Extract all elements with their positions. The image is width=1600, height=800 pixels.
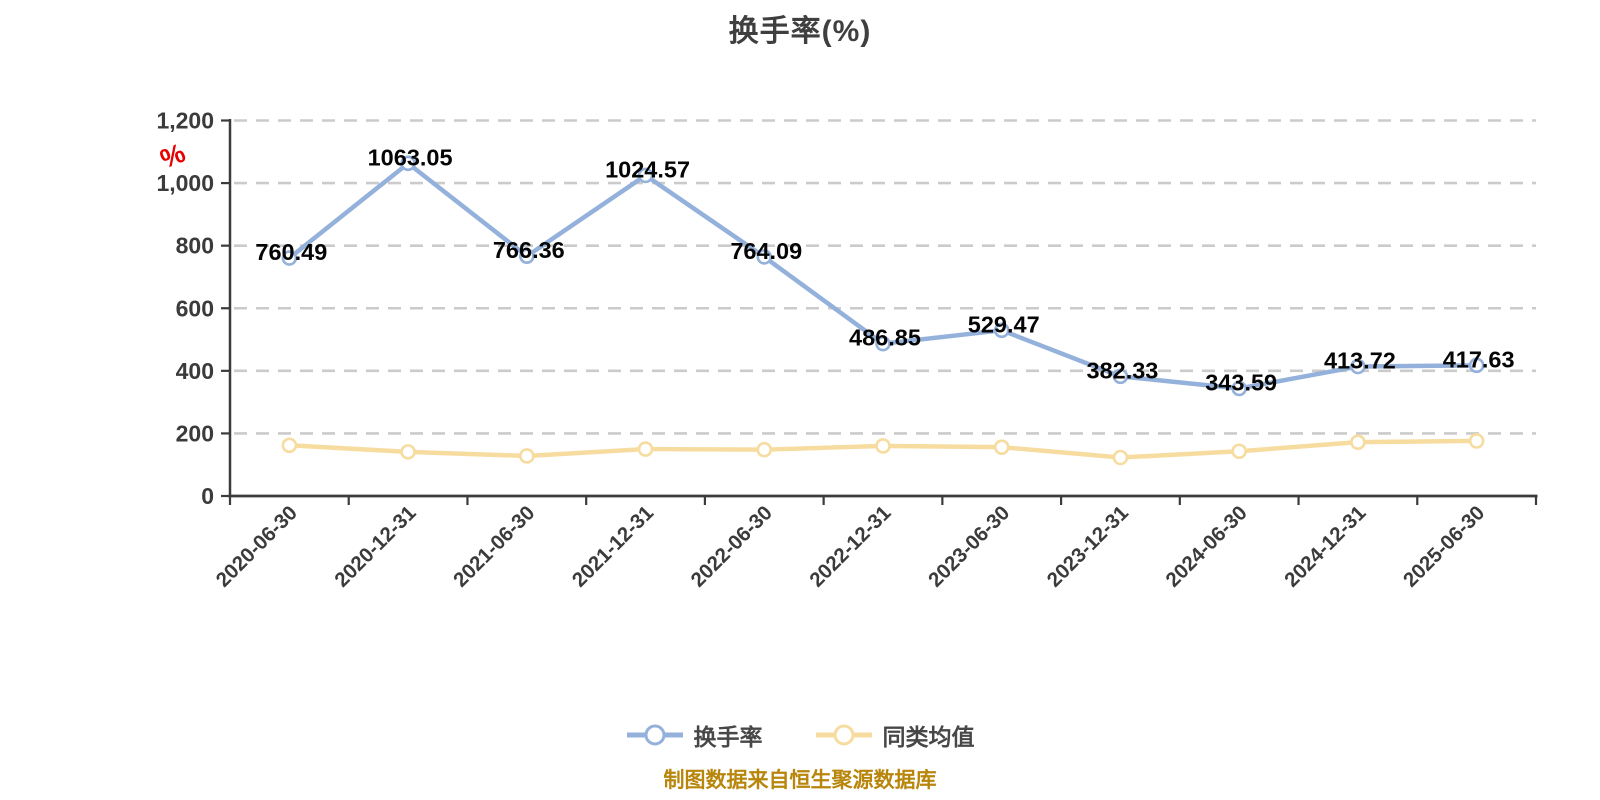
svg-text:413.72: 413.72 bbox=[1324, 348, 1396, 374]
svg-text:2022-12-31: 2022-12-31 bbox=[805, 501, 895, 591]
svg-text:2024-12-31: 2024-12-31 bbox=[1280, 501, 1370, 591]
svg-text:200: 200 bbox=[176, 420, 214, 446]
svg-text:382.33: 382.33 bbox=[1087, 357, 1159, 383]
line-marker-icon bbox=[815, 724, 872, 746]
svg-text:2023-06-30: 2023-06-30 bbox=[924, 501, 1014, 591]
svg-text:1063.05: 1063.05 bbox=[368, 144, 453, 170]
svg-text:766.36: 766.36 bbox=[493, 237, 565, 263]
svg-text:529.47: 529.47 bbox=[968, 311, 1040, 337]
svg-text:1,200: 1,200 bbox=[156, 108, 214, 134]
svg-text:343.59: 343.59 bbox=[1205, 369, 1277, 395]
svg-text:2025-06-30: 2025-06-30 bbox=[1399, 501, 1489, 591]
svg-text:800: 800 bbox=[176, 233, 214, 259]
svg-text:1024.57: 1024.57 bbox=[605, 156, 690, 182]
chart-title: 换手率(%) bbox=[728, 15, 872, 48]
legend-label: 同类均值 bbox=[882, 724, 975, 750]
svg-text:0: 0 bbox=[201, 483, 214, 509]
svg-text:2020-12-31: 2020-12-31 bbox=[330, 501, 420, 591]
svg-text:2023-12-31: 2023-12-31 bbox=[1043, 501, 1133, 591]
svg-text:2022-06-30: 2022-06-30 bbox=[686, 501, 776, 591]
chart-legend: 换手率 同类均值 bbox=[0, 718, 1600, 752]
svg-text:1,000: 1,000 bbox=[156, 170, 214, 196]
legend-item-category-average[interactable]: 同类均值 bbox=[815, 718, 975, 752]
svg-text:2021-12-31: 2021-12-31 bbox=[568, 501, 658, 591]
svg-text:400: 400 bbox=[176, 358, 214, 384]
svg-text:417.63: 417.63 bbox=[1443, 346, 1515, 372]
svg-text:760.49: 760.49 bbox=[255, 239, 327, 265]
svg-text:2020-06-30: 2020-06-30 bbox=[211, 501, 301, 591]
legend-label: 换手率 bbox=[693, 724, 763, 750]
svg-text:2024-06-30: 2024-06-30 bbox=[1161, 501, 1251, 591]
legend-item-turnover[interactable]: 换手率 bbox=[626, 718, 763, 752]
svg-text:764.09: 764.09 bbox=[730, 238, 802, 264]
line-marker-icon bbox=[626, 724, 683, 746]
data-source-note: 制图数据来自恒生聚源数据库 bbox=[663, 769, 937, 792]
svg-text:600: 600 bbox=[176, 295, 214, 321]
svg-text:2021-06-30: 2021-06-30 bbox=[449, 501, 539, 591]
svg-text:486.85: 486.85 bbox=[849, 325, 921, 351]
